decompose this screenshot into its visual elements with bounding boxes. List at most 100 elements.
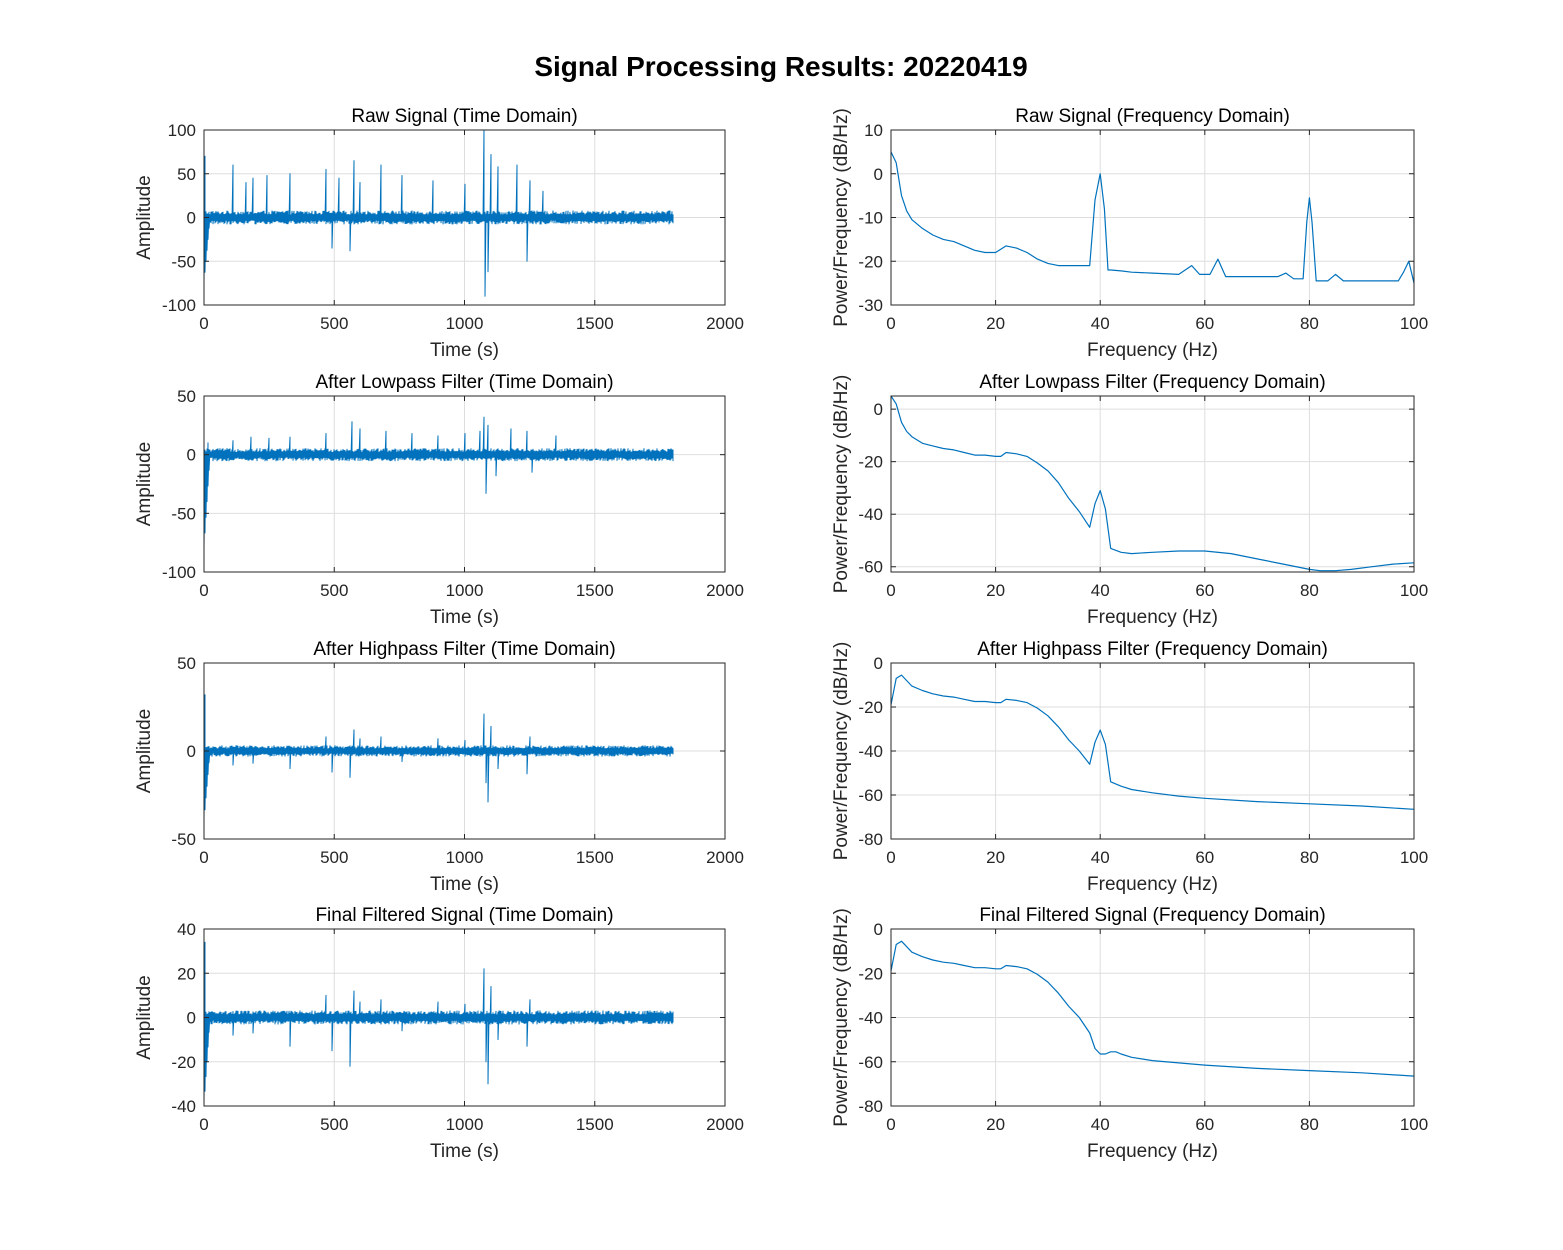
y-tick-label: -60 bbox=[858, 558, 883, 577]
x-tick-label: 0 bbox=[886, 1115, 895, 1134]
y-tick-label: 0 bbox=[874, 920, 883, 939]
y-tick-label: 0 bbox=[874, 165, 883, 184]
y-tick-label: -60 bbox=[858, 786, 883, 805]
axes-6: 0 20 40 60 80 100 -80 -60 -40 -20 0 After Highpass … bbox=[831, 639, 1428, 895]
x-tick-label: 1000 bbox=[446, 581, 484, 600]
figure-title: Signal Processing Results: 20220419 bbox=[534, 51, 1027, 82]
y-tick-label: 10 bbox=[864, 121, 883, 140]
series-line-1 bbox=[204, 941, 674, 1106]
series-line-1 bbox=[891, 151, 1414, 284]
axes-4: 0 20 40 60 80 100 -60 -40 -20 0 After Lowpass Filt… bbox=[831, 372, 1428, 628]
axes-title: After Highpass Filter (Time Domain) bbox=[313, 639, 615, 660]
x-tick-label: 1500 bbox=[576, 1115, 614, 1134]
x-axis-label: Time (s) bbox=[430, 340, 499, 361]
x-axis-label: Time (s) bbox=[430, 874, 499, 895]
axes-title: Raw Signal (Frequency Domain) bbox=[1015, 106, 1290, 127]
x-tick-label: 500 bbox=[320, 581, 348, 600]
x-tick-label: 100 bbox=[1400, 581, 1428, 600]
y-axis-label: Amplitude bbox=[134, 442, 155, 527]
y-tick-label: 40 bbox=[177, 920, 196, 939]
plot-area bbox=[891, 396, 1414, 572]
x-tick-label: 20 bbox=[986, 848, 1005, 867]
y-tick-label: 0 bbox=[874, 400, 883, 419]
x-tick-label: 0 bbox=[199, 1115, 208, 1134]
y-tick-label: 20 bbox=[177, 964, 196, 983]
x-tick-label: 1000 bbox=[446, 314, 484, 333]
y-tick-label: -20 bbox=[858, 252, 883, 271]
axes-title: Final Filtered Signal (Time Domain) bbox=[315, 905, 613, 926]
x-tick-label: 60 bbox=[1195, 314, 1214, 333]
x-axis-label: Frequency (Hz) bbox=[1087, 607, 1218, 628]
series-line-1 bbox=[204, 416, 674, 549]
x-tick-label: 1500 bbox=[576, 314, 614, 333]
y-tick-label: 50 bbox=[177, 654, 196, 673]
x-tick-label: 60 bbox=[1195, 581, 1214, 600]
x-tick-label: 60 bbox=[1195, 1115, 1214, 1134]
x-tick-label: 1500 bbox=[576, 581, 614, 600]
y-tick-label: -10 bbox=[858, 209, 883, 228]
x-tick-label: 2000 bbox=[706, 581, 744, 600]
axes-7: 0 500 1000 1500 2000 -40 -20 0 20 40 Final Filtere… bbox=[134, 905, 744, 1162]
x-tick-label: 1500 bbox=[576, 848, 614, 867]
x-tick-label: 0 bbox=[199, 848, 208, 867]
axes-title: Raw Signal (Time Domain) bbox=[351, 106, 577, 127]
x-tick-label: 20 bbox=[986, 1115, 1005, 1134]
y-tick-label: -80 bbox=[858, 1097, 883, 1116]
x-tick-label: 2000 bbox=[706, 848, 744, 867]
y-tick-label: -100 bbox=[162, 563, 196, 582]
x-tick-label: 80 bbox=[1300, 314, 1319, 333]
y-axis-label: Power/Frequency (dB/Hz) bbox=[831, 108, 852, 327]
y-tick-label: 100 bbox=[168, 121, 196, 140]
x-tick-label: 60 bbox=[1195, 848, 1214, 867]
x-tick-label: 2000 bbox=[706, 1115, 744, 1134]
y-tick-label: -40 bbox=[171, 1097, 196, 1116]
x-axis-label: Frequency (Hz) bbox=[1087, 1141, 1218, 1162]
y-tick-label: -80 bbox=[858, 830, 883, 849]
series-line-1 bbox=[891, 396, 1414, 572]
y-tick-label: -50 bbox=[171, 830, 196, 849]
y-tick-label: 50 bbox=[177, 165, 196, 184]
y-tick-label: 50 bbox=[177, 387, 196, 406]
y-axis-label: Amplitude bbox=[134, 709, 155, 794]
x-axis-label: Time (s) bbox=[430, 607, 499, 628]
x-tick-label: 40 bbox=[1091, 581, 1110, 600]
x-tick-label: 1000 bbox=[446, 1115, 484, 1134]
x-tick-label: 2000 bbox=[706, 314, 744, 333]
x-tick-label: 500 bbox=[320, 848, 348, 867]
y-tick-label: -50 bbox=[171, 504, 196, 523]
y-tick-label: -20 bbox=[858, 698, 883, 717]
x-tick-label: 40 bbox=[1091, 314, 1110, 333]
axes-8: 0 20 40 60 80 100 -80 -60 -40 -20 0 Final Filtered … bbox=[831, 905, 1428, 1162]
x-tick-label: 500 bbox=[320, 1115, 348, 1134]
y-tick-label: -40 bbox=[858, 742, 883, 761]
x-axis-label: Frequency (Hz) bbox=[1087, 340, 1218, 361]
x-tick-label: 0 bbox=[199, 581, 208, 600]
x-tick-label: 0 bbox=[199, 314, 208, 333]
series-line-1 bbox=[891, 940, 1414, 1077]
y-tick-label: -20 bbox=[858, 964, 883, 983]
y-axis-label: Amplitude bbox=[134, 975, 155, 1060]
y-axis-label: Amplitude bbox=[134, 175, 155, 260]
x-tick-label: 0 bbox=[886, 581, 895, 600]
y-tick-label: 0 bbox=[187, 209, 196, 228]
x-tick-label: 100 bbox=[1400, 1115, 1428, 1134]
y-tick-label: -50 bbox=[171, 252, 196, 271]
x-tick-label: 80 bbox=[1300, 581, 1319, 600]
x-axis-label: Frequency (Hz) bbox=[1087, 874, 1218, 895]
x-tick-label: 0 bbox=[886, 848, 895, 867]
y-axis-label: Power/Frequency (dB/Hz) bbox=[831, 642, 852, 861]
y-tick-label: 0 bbox=[187, 1009, 196, 1028]
x-tick-label: 100 bbox=[1400, 314, 1428, 333]
x-axis-label: Time (s) bbox=[430, 1141, 499, 1162]
y-tick-label: -20 bbox=[171, 1053, 196, 1072]
x-tick-label: 100 bbox=[1400, 848, 1428, 867]
series-line-1 bbox=[891, 674, 1414, 810]
y-tick-label: -30 bbox=[858, 296, 883, 315]
series-line-1 bbox=[204, 130, 674, 297]
series-line-1 bbox=[204, 694, 674, 822]
axes-box bbox=[890, 395, 1415, 573]
x-tick-label: 40 bbox=[1091, 1115, 1110, 1134]
